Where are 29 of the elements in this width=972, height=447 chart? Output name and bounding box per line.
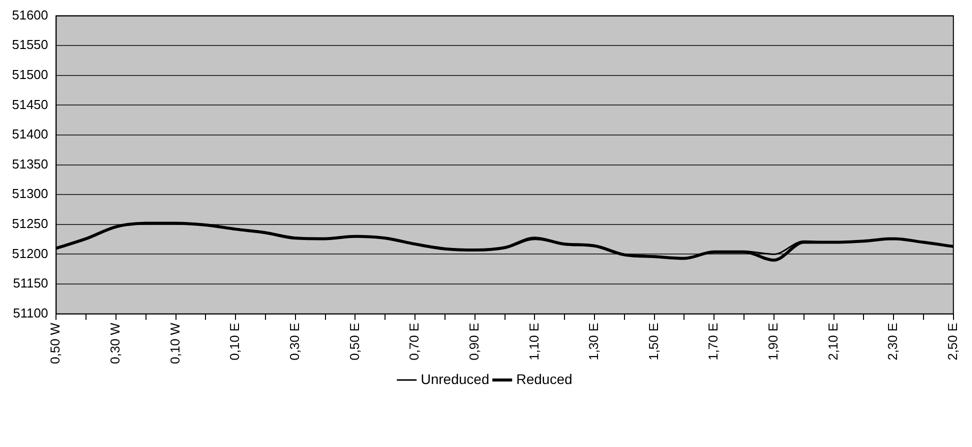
x-tick-label: 0,50 E bbox=[346, 322, 362, 360]
y-tick-label: 51600 bbox=[12, 7, 48, 22]
y-tick-label: 51250 bbox=[12, 216, 48, 231]
y-tick-label: 51200 bbox=[12, 246, 48, 261]
x-tick-label: 1,70 E bbox=[706, 322, 721, 360]
x-tick-label: 0,70 E bbox=[406, 322, 422, 360]
x-tick-label: 2,10 E bbox=[825, 322, 840, 360]
legend-label: Reduced bbox=[516, 370, 572, 387]
y-tick-label: 51550 bbox=[12, 37, 48, 52]
x-tick-label: 1,10 E bbox=[526, 322, 542, 360]
legend-label: Unreduced bbox=[420, 370, 490, 387]
x-tick-label: 0,30 W bbox=[108, 322, 123, 364]
x-tick-label: 2,30 E bbox=[885, 322, 900, 360]
y-tick-label: 51300 bbox=[12, 186, 48, 202]
x-tick-label: 1,30 E bbox=[586, 322, 602, 360]
y-tick-label: 51450 bbox=[12, 96, 48, 112]
y-tick-label: 51350 bbox=[12, 156, 48, 172]
x-tick-label: 1,90 E bbox=[766, 322, 781, 360]
x-tick-label: 0,30 E bbox=[286, 322, 302, 360]
x-tick-label: 0,90 E bbox=[466, 322, 482, 360]
x-tick-label: 0,50 W bbox=[48, 322, 63, 364]
y-tick-label: 51400 bbox=[12, 126, 48, 142]
x-tick-label: 2,50 E bbox=[944, 322, 960, 360]
x-tick-label: 1,50 E bbox=[646, 322, 661, 360]
x-tick-label: 0,10 E bbox=[227, 322, 242, 360]
x-tick-label: 0,10 W bbox=[167, 322, 182, 364]
y-tick-label: 51500 bbox=[12, 66, 48, 82]
y-tick-label: 51150 bbox=[12, 276, 48, 291]
y-tick-label: 51100 bbox=[12, 305, 48, 320]
